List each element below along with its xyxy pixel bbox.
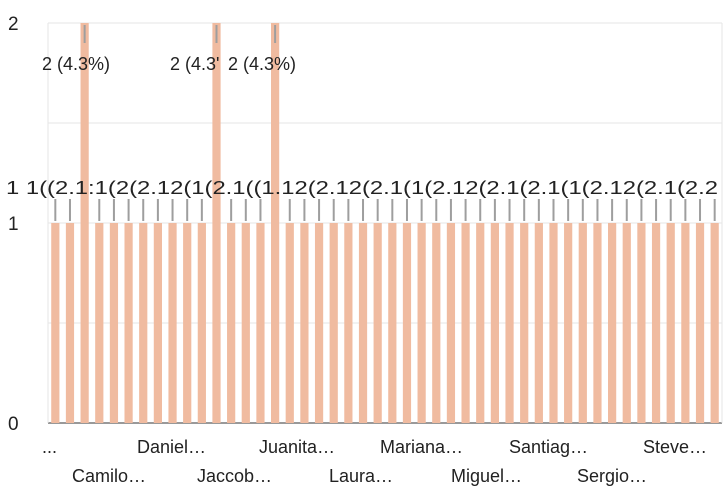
bar <box>80 23 89 423</box>
bar <box>651 223 661 423</box>
bar <box>373 223 382 423</box>
bar <box>476 223 485 423</box>
bar <box>197 223 206 423</box>
x-axis-label: Steve… <box>643 437 707 457</box>
bar <box>139 223 148 423</box>
bar <box>183 223 192 423</box>
bar <box>388 223 397 423</box>
bar <box>51 223 60 423</box>
y-tick-label: 0 <box>8 414 19 435</box>
x-axis-label: Santiag… <box>509 437 588 457</box>
data-label: 2 (4.3%) <box>228 54 296 74</box>
bar <box>65 223 75 423</box>
bar <box>505 223 514 423</box>
bars <box>51 23 719 423</box>
x-axis-label: Sergio… <box>577 466 647 486</box>
x-axis-label: Juanita… <box>259 437 335 457</box>
bar <box>300 223 309 423</box>
bar <box>593 223 602 423</box>
bar <box>490 223 499 423</box>
bar <box>241 223 250 423</box>
bar <box>329 223 338 423</box>
bar <box>168 223 177 423</box>
y-tick-label: 1 <box>8 214 19 235</box>
x-axis-label: Mariana… <box>380 437 463 457</box>
x-axis-label: ... <box>42 437 57 457</box>
bar <box>578 223 587 423</box>
bar <box>622 223 631 423</box>
bar <box>271 23 280 423</box>
bar <box>344 223 353 423</box>
data-label-row: 1 1((2.1:1(2(2.12(1(2.1((1.12(2.12(2.1(1… <box>6 178 718 198</box>
data-label: 2 (4.3' <box>170 54 219 74</box>
bar <box>285 223 294 423</box>
data-labels: 2 (4.3%) 2 (4.3' 2 (4.3%) 1 1((2.1:1(2(2.12… <box>6 54 718 198</box>
bar <box>520 223 529 423</box>
bar <box>212 23 221 423</box>
bar <box>710 223 719 423</box>
x-axis-label: Camilo… <box>72 466 146 486</box>
bar <box>109 223 119 423</box>
y-tick-label: 2 <box>8 14 19 35</box>
bar <box>666 223 675 423</box>
bar <box>417 223 426 423</box>
bar <box>534 223 543 423</box>
x-axis-label: Laura… <box>329 466 393 486</box>
bar <box>446 223 456 423</box>
x-axis-label: Miguel… <box>451 466 522 486</box>
bar <box>432 223 441 423</box>
bar <box>549 223 558 423</box>
x-axis-labels: ... Camilo… Daniel… Jaccob… Juanita… Laura… Ma… <box>42 437 707 486</box>
bar <box>124 223 133 423</box>
bar <box>314 223 324 423</box>
bar <box>153 223 162 423</box>
x-axis-label: Daniel… <box>137 437 206 457</box>
bar <box>637 223 646 423</box>
bar <box>608 223 617 423</box>
bar <box>402 223 412 423</box>
data-label: 2 (4.3%) <box>42 54 110 74</box>
label-leader-lines <box>54 25 716 221</box>
bar <box>256 223 265 423</box>
bar <box>461 223 470 423</box>
bar <box>227 223 236 423</box>
bar <box>681 223 690 423</box>
bar <box>564 223 573 423</box>
gridlines <box>47 22 723 424</box>
x-axis-label: Jaccob… <box>197 466 272 486</box>
bar <box>95 223 104 423</box>
bar <box>358 223 368 423</box>
y-axis-ticks: 0 1 2 <box>8 14 19 435</box>
bar <box>695 223 705 423</box>
